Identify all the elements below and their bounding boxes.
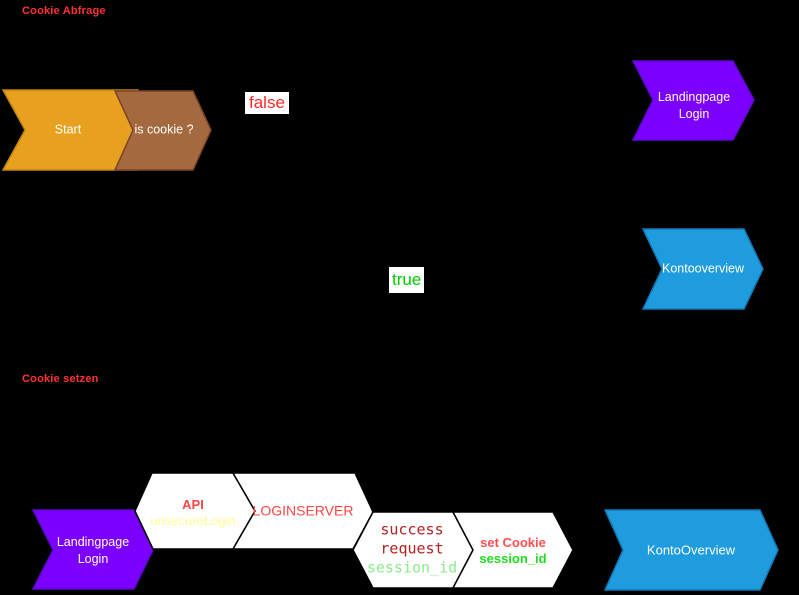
landingpage-login-bottom-chevron[interactable] [31, 509, 154, 590]
edge-label-false: false [245, 92, 289, 114]
section-title-cookie-abfrage: Cookie Abfrage [22, 5, 106, 17]
api-chevron[interactable] [134, 472, 256, 550]
kontooverview-top-chevron[interactable] [641, 228, 764, 310]
edge-label-true: true [389, 267, 425, 293]
success-request-chevron[interactable] [352, 511, 474, 589]
is-cookie-chevron[interactable] [113, 90, 212, 171]
kontooverview-bottom-chevron[interactable] [603, 509, 779, 591]
section-title-cookie-setzen: Cookie setzen [22, 373, 99, 385]
set-cookie-chevron[interactable] [451, 511, 574, 589]
landingpage-login-top-chevron[interactable] [631, 60, 755, 141]
